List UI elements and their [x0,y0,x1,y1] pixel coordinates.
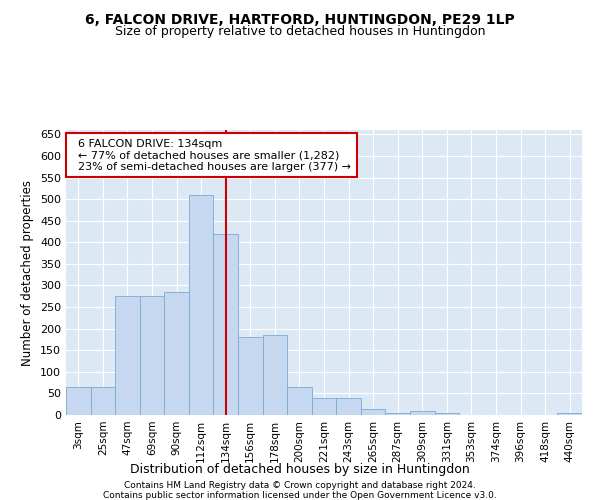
Bar [312,398,336,415]
Bar [238,338,263,415]
Text: Distribution of detached houses by size in Huntingdon: Distribution of detached houses by size … [130,462,470,475]
Text: Contains public sector information licensed under the Open Government Licence v3: Contains public sector information licen… [103,491,497,500]
Text: Contains HM Land Registry data © Crown copyright and database right 2024.: Contains HM Land Registry data © Crown c… [124,481,476,490]
Bar [557,413,582,415]
Text: 6 FALCON DRIVE: 134sqm
  ← 77% of detached houses are smaller (1,282)
  23% of s: 6 FALCON DRIVE: 134sqm ← 77% of detached… [71,138,351,172]
Bar [385,413,410,415]
Bar [410,410,434,415]
Bar [189,195,214,415]
Bar [115,296,140,415]
Bar [66,387,91,415]
Bar [91,387,115,415]
Bar [361,408,385,415]
Y-axis label: Number of detached properties: Number of detached properties [22,180,34,366]
Bar [434,413,459,415]
Text: 6, FALCON DRIVE, HARTFORD, HUNTINGDON, PE29 1LP: 6, FALCON DRIVE, HARTFORD, HUNTINGDON, P… [85,12,515,26]
Bar [287,387,312,415]
Bar [140,296,164,415]
Bar [214,234,238,415]
Text: Size of property relative to detached houses in Huntingdon: Size of property relative to detached ho… [115,25,485,38]
Bar [164,292,189,415]
Bar [336,398,361,415]
Bar [263,335,287,415]
